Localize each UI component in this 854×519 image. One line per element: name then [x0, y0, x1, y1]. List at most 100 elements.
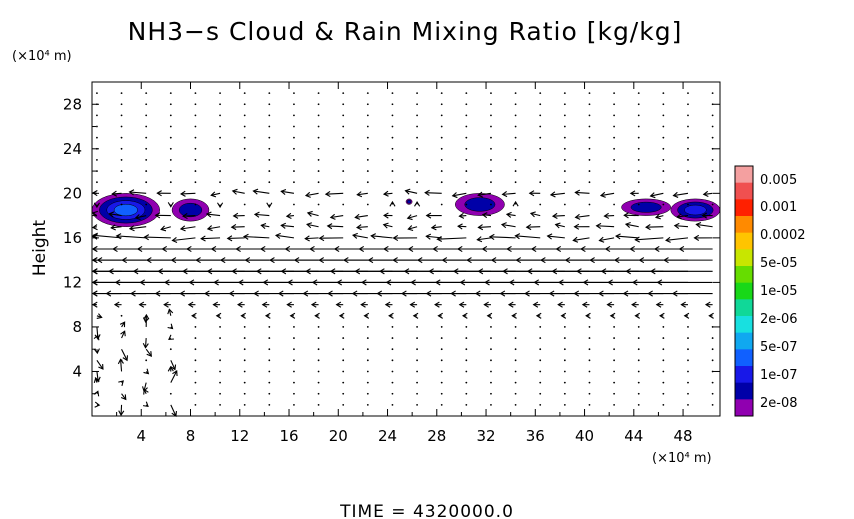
wind-arrow-head — [530, 245, 537, 253]
wind-arrow-head — [695, 221, 702, 229]
wind-dot — [391, 370, 394, 373]
wind-arrow — [515, 235, 541, 239]
wind-arrow-head — [354, 213, 361, 220]
wind-arrow-head — [139, 279, 146, 286]
wind-arrow-head — [631, 279, 638, 286]
wind-dot — [613, 392, 616, 395]
wind-arrow-head — [529, 211, 536, 218]
wind-dot — [711, 92, 714, 95]
y-tick-label: 20 — [63, 184, 82, 202]
wind-arrow — [599, 237, 615, 242]
wind-dot — [293, 159, 295, 161]
wind-arrow-head — [524, 290, 530, 297]
wind-dot — [366, 326, 369, 328]
cloud-contour — [406, 199, 412, 204]
wind-dot — [416, 370, 418, 373]
wind-dot — [539, 381, 542, 384]
wind-arrow-head — [314, 312, 320, 319]
wind-dot — [416, 392, 418, 395]
wind-arrow-head — [110, 224, 116, 231]
wind-dot — [194, 181, 197, 184]
wind-arrow-head — [94, 376, 101, 383]
wind-arrow-head — [704, 301, 711, 308]
wind-dot — [440, 337, 443, 339]
wind-arrow-head — [143, 368, 150, 375]
wind-arrow-head — [606, 301, 613, 308]
wind-arrow-head — [94, 401, 101, 408]
wind-dot — [342, 403, 345, 406]
wind-dot — [613, 92, 616, 95]
wind-dot — [662, 147, 665, 150]
wind-arrow-head — [142, 386, 148, 393]
wind-arrow-head — [182, 268, 188, 275]
wind-arrow-head — [481, 212, 488, 219]
wind-dot — [342, 125, 345, 128]
wind-arrow-head — [430, 224, 437, 231]
wind-dot — [366, 381, 369, 384]
wind-arrow-head — [376, 290, 383, 297]
wind-dot — [490, 348, 492, 351]
wind-arrow-head — [474, 290, 481, 297]
wind-dot — [293, 181, 295, 184]
wind-dot — [588, 337, 591, 339]
wind-dot — [96, 114, 98, 117]
wind-dot — [268, 147, 271, 150]
wind-arrow — [703, 192, 713, 195]
wind-arrow-head — [338, 312, 345, 319]
wind-dot — [514, 92, 517, 95]
wind-arrow-head — [599, 191, 606, 198]
wind-dot — [637, 348, 640, 351]
colorbar-label: 2e-06 — [760, 312, 798, 327]
wind-arrow — [655, 215, 664, 218]
wind-arrow-head — [573, 290, 580, 297]
wind-dot — [514, 136, 517, 139]
wind-arrow-head — [540, 257, 546, 264]
wind-arrow-head — [111, 190, 118, 197]
wind-dot — [342, 392, 345, 395]
wind-arrow-head — [185, 245, 192, 253]
wind-arrow-head — [533, 279, 540, 286]
wind-arrow-head — [217, 202, 224, 209]
wind-arrow-head — [180, 190, 186, 197]
wind-dot — [662, 114, 665, 117]
wind-dot — [169, 181, 172, 184]
wind-dot — [219, 381, 221, 384]
wind-arrow-head — [264, 312, 271, 319]
wind-arrow-head — [138, 301, 145, 308]
wind-arrow-head — [94, 334, 101, 340]
wind-dot — [268, 92, 271, 95]
wind-dot — [514, 348, 517, 351]
wind-dot — [391, 181, 394, 184]
wind-arrow-head — [280, 222, 287, 229]
colorbar-label: 1e-07 — [760, 368, 798, 383]
wind-dot — [342, 159, 345, 161]
wind-dot — [637, 359, 640, 362]
wind-arrow — [458, 225, 467, 228]
wind-arrow-head — [486, 312, 493, 319]
wind-dot — [613, 359, 616, 362]
wind-dot — [662, 337, 665, 339]
wind-dot — [514, 170, 517, 172]
wind-arrow-head — [603, 212, 610, 219]
wind-dot — [563, 170, 566, 172]
wind-dot — [539, 103, 542, 106]
wind-dot — [539, 170, 542, 172]
wind-dot — [711, 159, 714, 161]
wind-arrow-head — [277, 290, 284, 297]
wind-dot — [342, 359, 345, 362]
wind-arrow-head — [432, 245, 438, 253]
wind-arrow-head — [324, 190, 331, 198]
wind-arrow — [183, 215, 196, 217]
wind-arrow — [170, 370, 178, 383]
colorbar-swatch — [735, 182, 753, 200]
wind-dot — [588, 359, 591, 362]
y-tick-label: 12 — [63, 273, 82, 291]
wind-arrow-head — [105, 290, 112, 297]
wind-dot — [440, 170, 443, 172]
wind-arrow — [673, 192, 689, 197]
wind-arrow-head — [458, 301, 465, 308]
wind-arrow-head — [327, 290, 333, 297]
wind-dot — [711, 337, 714, 339]
wind-dot — [317, 203, 320, 206]
wind-dot — [711, 125, 714, 128]
